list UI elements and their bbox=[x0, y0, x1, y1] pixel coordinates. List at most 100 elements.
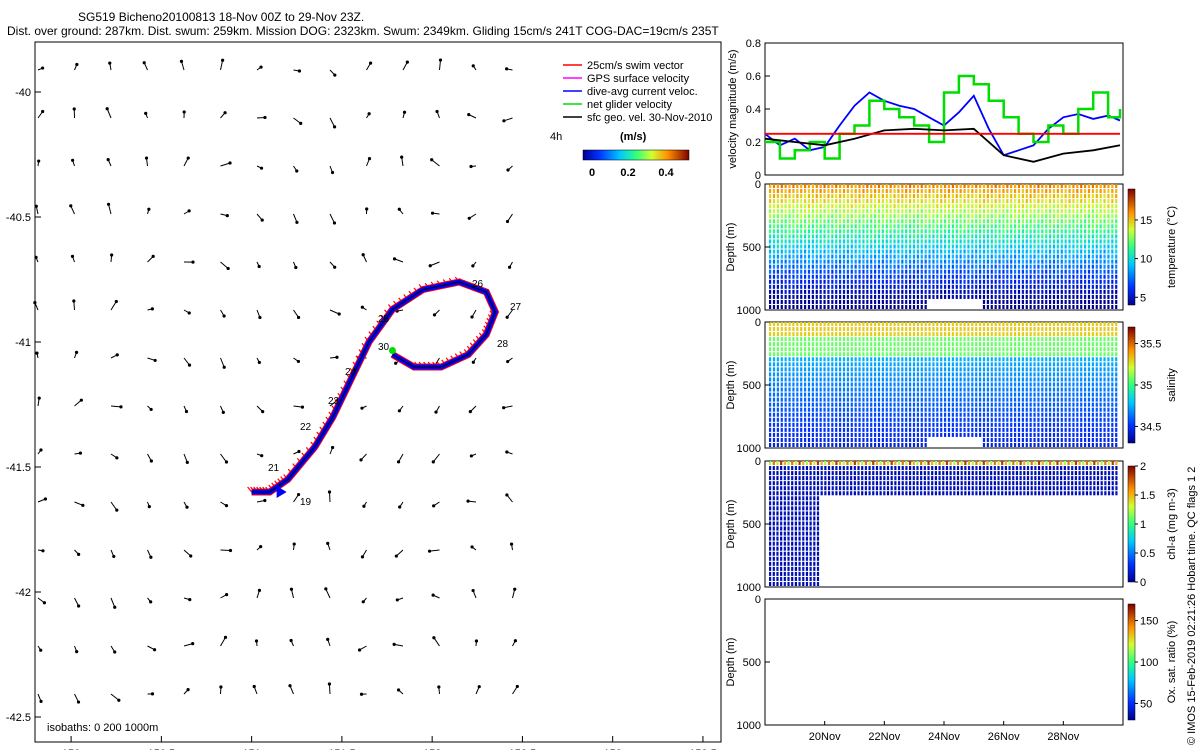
map-xtick-label: 153 bbox=[604, 748, 622, 750]
velocity-arrowhead bbox=[221, 410, 225, 415]
velocity-arrowhead bbox=[187, 363, 192, 367]
legend-label: sfc geo. vel. 30-Nov-2010 bbox=[587, 112, 712, 124]
velocity-arrowhead bbox=[470, 315, 474, 319]
oxygen-panel: 0 500 1000 Depth (m) 50 100 150 Ox. sat. ratio … bbox=[725, 594, 1178, 732]
oxygen-ytick-label: 0 bbox=[755, 594, 761, 606]
velocity-arrowhead bbox=[152, 648, 157, 652]
velocity-arrowhead bbox=[186, 688, 190, 692]
track-day-label: 27 bbox=[510, 302, 522, 313]
velocity-ytick-label: 0.4 bbox=[746, 104, 761, 116]
velocity-arrowhead bbox=[505, 450, 509, 454]
velocity-arrow bbox=[110, 301, 117, 311]
legend-label: dive-avg current veloc. bbox=[587, 86, 698, 98]
velocity-arrowhead bbox=[435, 109, 439, 114]
velocity-arrow bbox=[329, 213, 335, 224]
colorbar-title: (m/s) bbox=[620, 131, 647, 143]
velocity-arrowhead bbox=[400, 155, 404, 159]
plot-title: SG519 Bicheno20100813 18-Nov 00Z to 29-N… bbox=[78, 10, 365, 24]
glider-map: 19 21 22 23 24 25 26 27 28 30 150 150.5 151 151.5 152… bbox=[6, 41, 722, 750]
velocity-arrowhead bbox=[228, 548, 233, 553]
velocity-arrowhead bbox=[396, 688, 401, 692]
velocity-arrowhead bbox=[513, 639, 517, 643]
velocity-arrowhead bbox=[106, 157, 110, 162]
velocity-arrowhead bbox=[438, 58, 443, 62]
velocity-arrowhead bbox=[224, 504, 229, 508]
velocity-arrowhead bbox=[295, 220, 299, 224]
velocity-arrowhead bbox=[35, 351, 39, 355]
velocity-arrowhead bbox=[150, 692, 155, 696]
velocity-arrowhead bbox=[333, 265, 337, 269]
chla-ytick-label: 500 bbox=[743, 519, 761, 531]
velocity-arrowhead bbox=[149, 555, 153, 559]
velocity-arrow bbox=[439, 59, 441, 71]
chla-colorbar-label: 2 bbox=[1140, 461, 1146, 473]
velocity-arrowhead bbox=[153, 358, 157, 363]
velocity-arrowhead bbox=[324, 587, 328, 591]
velocity-arrow bbox=[430, 261, 440, 267]
map-xtick-label: 150.5 bbox=[148, 748, 176, 750]
velocity-arrowhead bbox=[263, 115, 267, 120]
velocity-arrowhead bbox=[327, 490, 332, 494]
velocity-arrow bbox=[432, 453, 440, 463]
map-xtick-label: 151 bbox=[242, 748, 260, 750]
velocity-arrowhead bbox=[191, 642, 195, 646]
velocity-arrowhead bbox=[260, 454, 264, 458]
velocity-arrowhead bbox=[258, 315, 262, 320]
velocity-arrowhead bbox=[432, 313, 437, 317]
velocity-arrowhead bbox=[223, 635, 228, 639]
velocity-arrowhead bbox=[147, 207, 151, 211]
oxygen-colorbar-title: Ox. sat. ratio (%) bbox=[1166, 621, 1178, 704]
velocity-arrowhead bbox=[474, 639, 479, 643]
velocity-arrowhead bbox=[182, 110, 186, 114]
map-frame bbox=[34, 41, 722, 743]
velocity-arrowhead bbox=[112, 554, 116, 559]
velocity-arrowhead bbox=[188, 598, 192, 602]
oxygen-ytick-label: 1000 bbox=[737, 720, 761, 732]
velocity-arrowhead bbox=[150, 307, 154, 311]
chla-colorbar-label: 0 bbox=[1140, 577, 1146, 589]
velocity-arrowhead bbox=[37, 396, 41, 400]
velocity-arrow bbox=[328, 683, 331, 695]
velocity-arrowhead bbox=[108, 61, 112, 65]
velocity-arrowhead bbox=[39, 699, 43, 703]
profile-cells bbox=[769, 322, 1118, 447]
velocity-arrowhead bbox=[187, 311, 191, 315]
velocity-arrowhead bbox=[288, 684, 292, 688]
velocity-arrowhead bbox=[72, 299, 76, 303]
temperature-ytick-label: 0 bbox=[755, 179, 761, 191]
velocity-ytick-label: 0 bbox=[755, 170, 761, 182]
velocity-arrowhead bbox=[222, 365, 226, 369]
velocity-arrowhead bbox=[184, 409, 189, 414]
map-ytick-label: -40.5 bbox=[6, 212, 31, 224]
velocity-arrowhead bbox=[260, 218, 264, 222]
velocity-arrowhead bbox=[257, 588, 262, 592]
salinity-ytick-label: 0 bbox=[755, 317, 761, 329]
colorbar-time-label: 4h bbox=[550, 131, 562, 143]
velocity-arrowhead bbox=[362, 504, 366, 508]
velocity-arrowhead bbox=[507, 265, 512, 269]
velocity-arrowhead bbox=[259, 166, 264, 170]
velocity-arrowhead bbox=[115, 456, 119, 460]
temperature-ytick-label: 500 bbox=[743, 242, 761, 254]
velocity-arrow bbox=[220, 261, 229, 269]
velocity-arrowhead bbox=[326, 541, 330, 545]
chla-ytick-label: 1000 bbox=[737, 582, 761, 594]
salinity-colorbar-title: salinity bbox=[1166, 368, 1178, 402]
velocity-arrowhead bbox=[76, 700, 81, 704]
velocity-arrowhead bbox=[39, 448, 43, 452]
velocity-arrowhead bbox=[466, 499, 470, 503]
velocity-arrowhead bbox=[430, 158, 434, 162]
velocity-arrowhead bbox=[43, 497, 48, 501]
velocity-arrowhead bbox=[394, 554, 398, 558]
net-glider-velocity-marker bbox=[388, 347, 396, 354]
velocity-arrowhead bbox=[69, 204, 73, 208]
velocity-arrowhead bbox=[296, 359, 301, 364]
velocity-arrowhead bbox=[289, 638, 293, 643]
velocity-arrowhead bbox=[392, 642, 396, 646]
chla-panel: 0 500 1000 Depth (m) 0 0.5 1 1.5 2 chl-a (mg m-3) bbox=[725, 456, 1178, 594]
time-xtick-label: 24Nov bbox=[928, 731, 960, 743]
salinity-colorbar-label: 35 bbox=[1140, 380, 1152, 392]
map-ytick-label: -42 bbox=[15, 587, 31, 599]
track-day-label: 30 bbox=[378, 342, 390, 353]
track-day-label: 22 bbox=[300, 422, 312, 433]
